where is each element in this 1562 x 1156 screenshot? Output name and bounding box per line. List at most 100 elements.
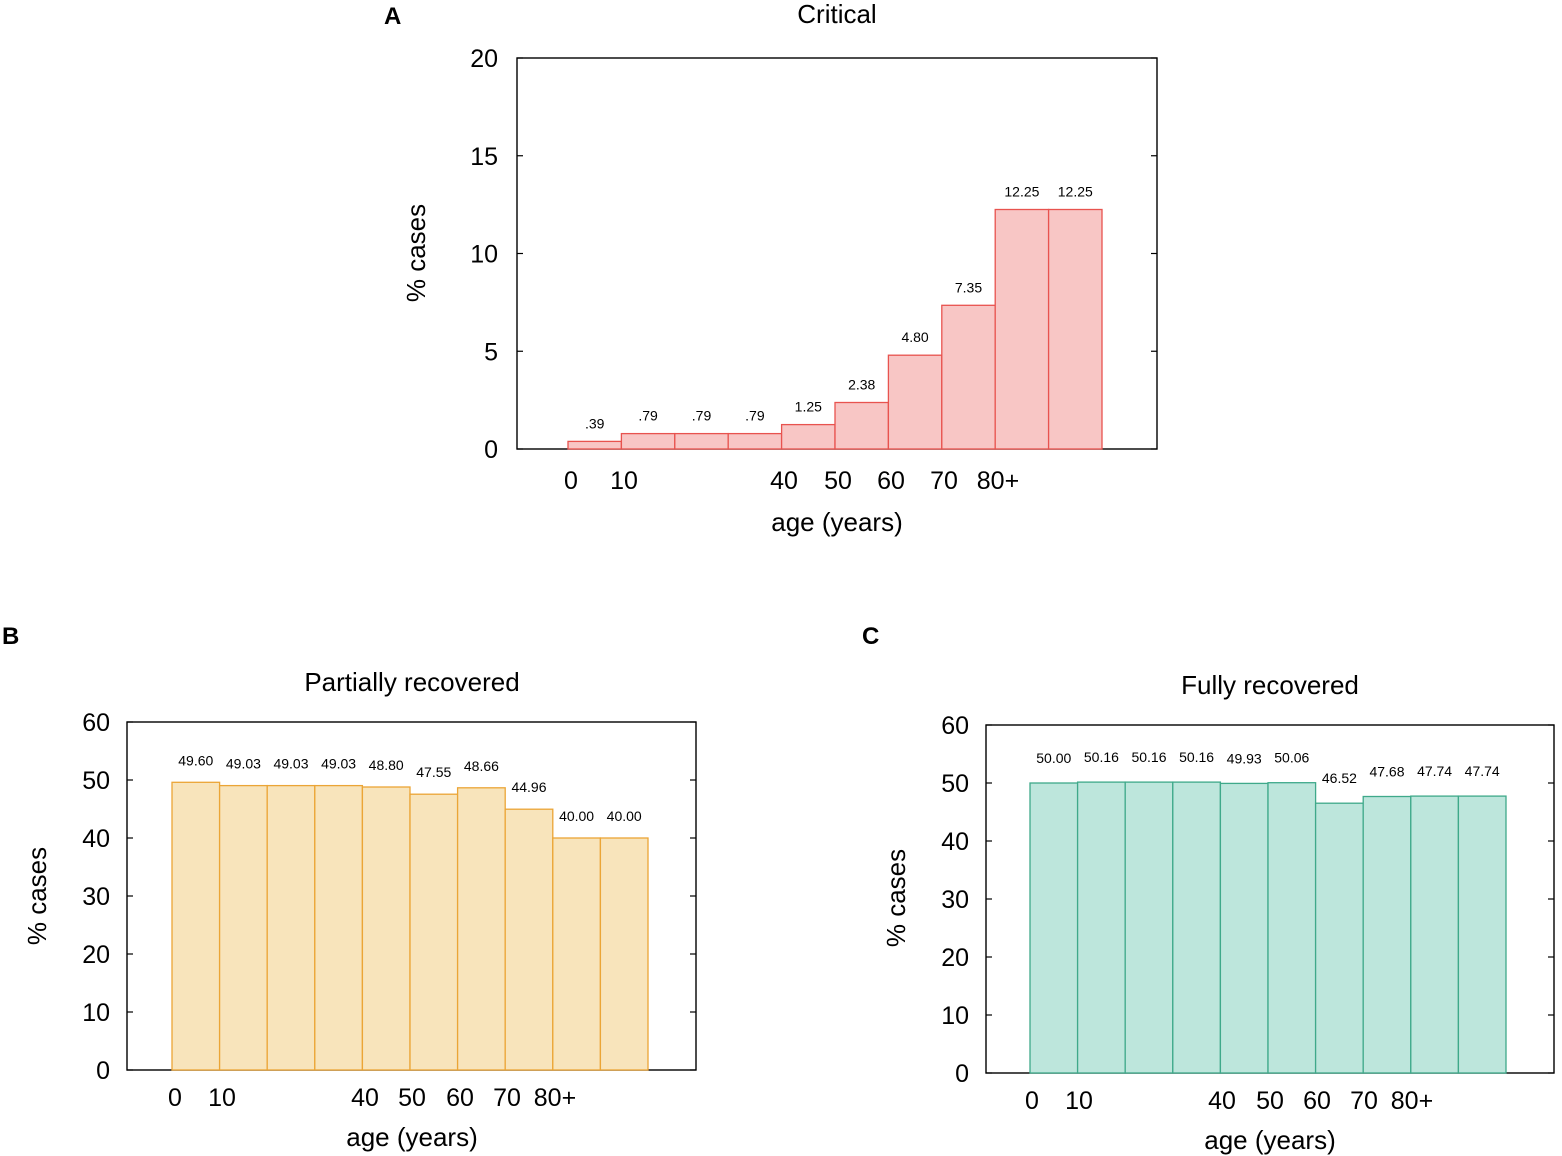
bar-value-label: 4.80 <box>901 329 928 345</box>
bar-value-label: 47.74 <box>1417 763 1452 779</box>
bar-label-group: 49.60 49.03 49.03 49.03 48.80 47.55 48.66 44.96… <box>178 752 642 824</box>
bar <box>780 423 836 450</box>
bar-value-label: .39 <box>585 415 605 431</box>
y-tick-label: 60 <box>941 712 969 740</box>
x-tick-label: 80+ <box>534 1084 576 1112</box>
x-tick-label: 40 <box>351 1084 379 1112</box>
y-tick-label: 10 <box>470 241 498 269</box>
bar-value-label: 49.03 <box>273 756 308 772</box>
y-tick-label: 60 <box>82 709 110 737</box>
y-tick-label: 10 <box>82 999 110 1027</box>
bar <box>1314 802 1364 1074</box>
x-axis-label: age (years) <box>771 507 903 537</box>
bar <box>1172 781 1222 1074</box>
bar-value-label: 48.66 <box>464 758 499 774</box>
bar-value-label: 50.16 <box>1084 749 1119 765</box>
bar <box>1457 795 1507 1074</box>
bar <box>1219 782 1269 1074</box>
panel-c-fully-recovered: C Fully recovered 50.00 50.16 50.16 50.16 49… <box>862 623 1555 1155</box>
bar-value-label: 7.35 <box>955 279 982 295</box>
bar <box>1410 795 1460 1074</box>
bar <box>674 432 729 450</box>
x-tick-label: 60 <box>877 467 905 495</box>
bar <box>567 440 623 450</box>
x-axis-ticks: 0 10 40 50 60 70 80+ <box>564 467 1019 495</box>
x-tick-label: 80+ <box>1391 1087 1433 1115</box>
chart-title: Fully recovered <box>1181 670 1359 700</box>
bar <box>171 781 221 1071</box>
x-axis-label: age (years) <box>346 1122 478 1152</box>
bar <box>409 793 459 1071</box>
x-tick-label: 10 <box>208 1084 236 1112</box>
panel-a-critical: A Critical .39 .79 .79 .79 1.25 2.38 4.80 7.35 1… <box>384 0 1158 537</box>
panel-label: A <box>384 3 401 30</box>
y-tick-label: 0 <box>484 436 498 464</box>
bar <box>1362 795 1412 1074</box>
x-tick-label: 70 <box>930 467 958 495</box>
bar-value-label: 47.68 <box>1369 764 1404 780</box>
y-tick-label: 30 <box>82 883 110 911</box>
x-tick-label: 70 <box>493 1084 521 1112</box>
x-tick-label: 60 <box>1303 1087 1331 1115</box>
x-axis-label: age (years) <box>1204 1125 1336 1155</box>
y-tick-label: 50 <box>82 767 110 795</box>
y-tick-label: 20 <box>82 941 110 969</box>
bar <box>994 208 1050 450</box>
bar <box>1124 781 1174 1074</box>
bar-value-label: 47.55 <box>416 764 451 780</box>
panel-label: C <box>862 623 879 650</box>
bar-value-label: 49.93 <box>1227 750 1262 766</box>
bar-group <box>567 208 1103 450</box>
bar-value-label: 46.52 <box>1322 770 1357 786</box>
bar-value-label: .79 <box>638 408 658 424</box>
bar-value-label: .79 <box>692 408 712 424</box>
x-tick-label: 10 <box>610 467 638 495</box>
y-tick-label: 0 <box>955 1060 969 1088</box>
y-tick-label: 5 <box>484 338 498 366</box>
bar-value-label: 44.96 <box>511 779 546 795</box>
x-tick-label: 60 <box>446 1084 474 1112</box>
bar-value-label: .79 <box>745 408 765 424</box>
bar-value-label: 2.38 <box>848 377 875 393</box>
x-tick-label: 0 <box>1025 1087 1039 1115</box>
bar-group <box>171 781 649 1071</box>
bar-value-label: 50.16 <box>1179 749 1214 765</box>
bar-value-label: 40.00 <box>607 808 642 824</box>
bar <box>727 432 783 450</box>
bar-value-label: 47.74 <box>1465 763 1500 779</box>
y-axis-ticks: 0 10 20 30 40 50 60 <box>941 712 1554 1088</box>
chart-title: Critical <box>797 0 876 29</box>
y-tick-label: 50 <box>941 770 969 798</box>
bar-value-label: 50.00 <box>1036 750 1071 766</box>
y-tick-label: 10 <box>941 1002 969 1030</box>
bar <box>218 784 268 1071</box>
y-tick-label: 20 <box>941 944 969 972</box>
bar <box>266 784 316 1071</box>
bar-value-label: 50.16 <box>1131 749 1166 765</box>
x-axis-ticks: 0 10 40 50 60 70 80+ <box>168 1084 576 1112</box>
y-axis-label: % cases <box>401 204 431 302</box>
bar <box>552 837 602 1071</box>
bar <box>361 786 411 1071</box>
x-tick-label: 10 <box>1065 1087 1093 1115</box>
bar-value-label: 49.03 <box>321 756 356 772</box>
bar <box>620 432 676 450</box>
x-tick-label: 40 <box>770 467 798 495</box>
bar-value-label: 1.25 <box>795 399 822 415</box>
y-tick-label: 40 <box>82 825 110 853</box>
y-tick-label: 0 <box>96 1057 110 1085</box>
x-tick-label: 50 <box>824 467 852 495</box>
bar <box>1267 782 1317 1074</box>
bar-value-label: 12.25 <box>1004 184 1039 200</box>
x-tick-label: 0 <box>564 467 578 495</box>
y-axis-ticks: 0 5 10 15 20 <box>470 45 1157 464</box>
bar-value-label: 49.03 <box>226 756 261 772</box>
y-tick-label: 15 <box>470 143 498 171</box>
bar <box>941 304 996 450</box>
bar-label-group: 50.00 50.16 50.16 50.16 49.93 50.06 46.52 47.68… <box>1036 749 1500 786</box>
chart-title: Partially recovered <box>304 667 519 697</box>
bar-group <box>1029 781 1507 1074</box>
y-tick-label: 30 <box>941 886 969 914</box>
bar-label-group: .39 .79 .79 .79 1.25 2.38 4.80 7.35 12.25 12.25 <box>585 184 1093 432</box>
bar <box>599 837 649 1071</box>
